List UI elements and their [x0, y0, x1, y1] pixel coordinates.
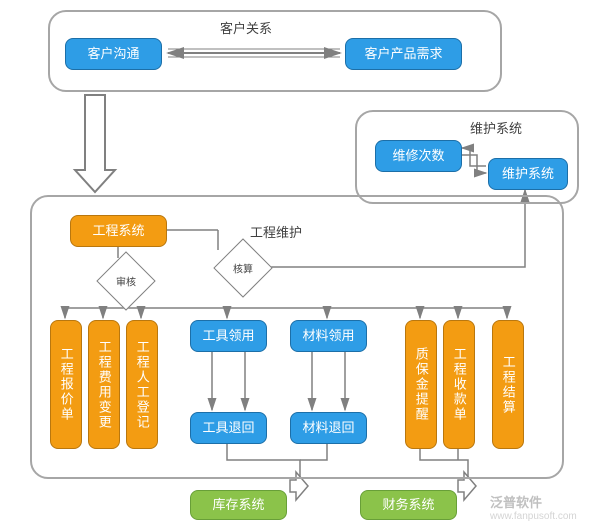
- watermark-url: www.fanpusoft.com: [490, 511, 577, 522]
- label: 审核: [116, 274, 136, 289]
- node-receipt: 工程收款单: [443, 320, 475, 449]
- label: 维护系统: [502, 166, 554, 182]
- label: 工程收款单: [451, 347, 467, 422]
- node-mat-return: 材料退回: [290, 412, 367, 444]
- node-tool-return: 工具退回: [190, 412, 267, 444]
- label: 库存系统: [212, 497, 264, 513]
- node-maint-count: 维修次数: [375, 140, 462, 172]
- node-cost-change: 工程费用变更: [88, 320, 120, 449]
- label: 工程结算: [500, 355, 516, 415]
- label: 财务系统: [382, 497, 434, 513]
- label: 客户产品需求: [364, 46, 442, 62]
- label: 工程系统: [92, 223, 144, 239]
- node-cust-req: 客户产品需求: [345, 38, 462, 70]
- node-settle: 工程结算: [492, 320, 524, 449]
- node-proj-sys: 工程系统: [70, 215, 167, 247]
- node-qa-remind: 质保金提醒: [405, 320, 437, 449]
- label: 工程费用变更: [96, 340, 112, 430]
- label: 质保金提醒: [413, 347, 429, 422]
- node-maint-sys: 维护系统: [488, 158, 568, 190]
- node-finance: 财务系统: [360, 490, 457, 520]
- diagram-stage: 客户关系 维护系统 工程维护 客户沟通 客户产品需求 维修次数 维护系统 工具领…: [0, 0, 589, 530]
- label: 工具领用: [202, 328, 254, 344]
- label: 客户沟通: [87, 46, 139, 62]
- label: 工具退回: [202, 420, 254, 436]
- node-mat-issue: 材料领用: [290, 320, 367, 352]
- label: 材料领用: [302, 328, 354, 344]
- label: 材料退回: [302, 420, 354, 436]
- group-customer-label: 客户关系: [220, 18, 272, 37]
- node-quote: 工程报价单: [50, 320, 82, 449]
- watermark-brand: 泛普软件: [490, 495, 542, 510]
- label: 维修次数: [392, 148, 444, 164]
- node-tool-issue: 工具领用: [190, 320, 267, 352]
- node-labor: 工程人工登记: [126, 320, 158, 449]
- group-maintain-label: 维护系统: [470, 118, 522, 137]
- label: 工程人工登记: [134, 340, 150, 430]
- label: 核算: [233, 261, 253, 276]
- label: 工程报价单: [58, 347, 74, 422]
- node-inventory: 库存系统: [190, 490, 287, 520]
- group-project-label: 工程维护: [250, 222, 302, 241]
- watermark: 泛普软件 www.fanpusoft.com: [490, 492, 577, 522]
- node-cust-comm: 客户沟通: [65, 38, 162, 70]
